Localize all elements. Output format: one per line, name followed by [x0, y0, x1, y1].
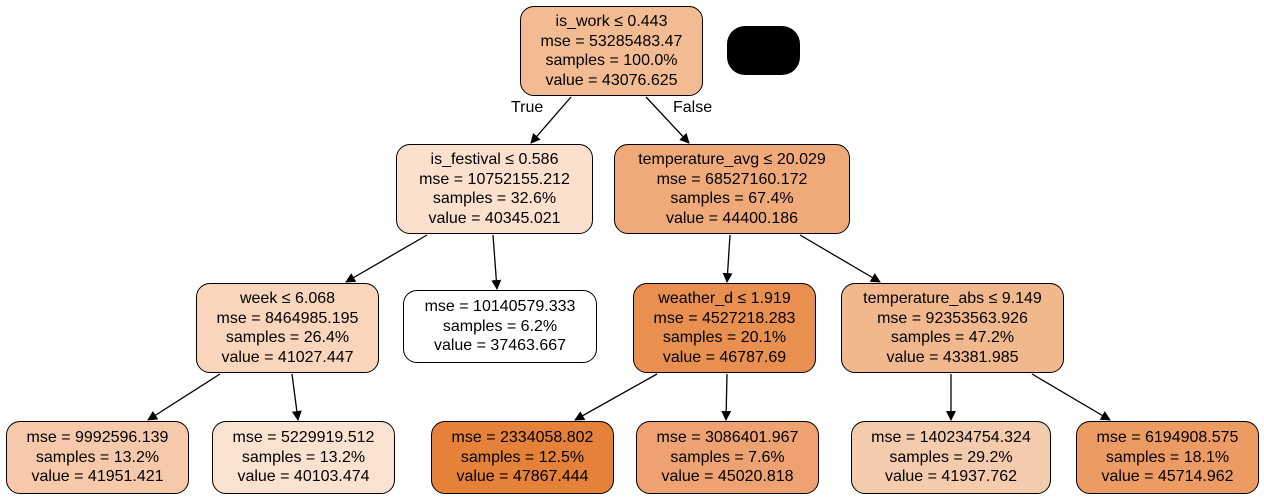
node-line: mse = 2334058.802: [451, 429, 594, 447]
edge-n3-n8: [291, 373, 302, 421]
node-line: is_festival ≤ 0.586: [430, 151, 559, 168]
edge-label-true: True: [511, 99, 544, 116]
node-line: samples = 7.6%: [670, 448, 785, 466]
tree-node-n11: mse = 140234754.324 samples = 29.2% value …: [851, 421, 1051, 494]
node-line: value = 37463.667: [433, 337, 567, 355]
tree-node-n9: mse = 2334058.802 samples = 12.5% value = …: [431, 421, 614, 494]
node-line: samples = 100.0%: [545, 52, 678, 69]
tree-node-n6: temperature_abs ≤ 9.149 mse = 92353563.92…: [841, 283, 1064, 373]
tree-node-n10: mse = 3086401.967 samples = 7.6% value = 4…: [636, 421, 819, 494]
node-line: value = 40345.021: [428, 209, 561, 227]
tree-node-n8: mse = 5229919.512 samples = 13.2% value = …: [212, 421, 395, 494]
node-line: samples = 67.4%: [670, 190, 794, 207]
node-line: value = 47867.444: [456, 468, 589, 486]
node-line: samples = 12.5%: [460, 448, 585, 466]
tree-node-n2: temperature_avg ≤ 20.029 mse = 68527160.1…: [614, 144, 850, 234]
node-line: mse = 68527160.172: [656, 170, 808, 188]
edge-label-false: False: [673, 99, 713, 116]
node-line: temperature_abs ≤ 9.149: [863, 290, 1042, 307]
edge-n1-n4: [491, 234, 502, 290]
node-line: value = 46787.69: [662, 348, 787, 366]
node-line: value = 41027.447: [221, 348, 354, 366]
tree-node-n0: is_work ≤ 0.443 mse = 53285483.47 samples …: [520, 6, 703, 96]
tree-node-n4: mse = 10140579.333 samples = 6.2% value = …: [403, 290, 597, 363]
node-line: samples = 32.6%: [432, 190, 557, 207]
edge-n6-n12: [1031, 373, 1111, 421]
node-line: samples = 18.1%: [1105, 448, 1230, 466]
node-line: value = 41951.421: [31, 468, 164, 486]
tree-node-n12: mse = 6194908.575 samples = 18.1% value = …: [1076, 421, 1259, 494]
edge-n1-n3: [345, 234, 428, 283]
node-line: mse = 8464985.195: [216, 309, 359, 327]
redacted-badge: [727, 26, 800, 75]
tree-node-n7: mse = 9992596.139 samples = 13.2% value = …: [6, 421, 189, 494]
tree-node-n1: is_festival ≤ 0.586 mse = 10752155.212 sam…: [396, 144, 593, 234]
node-line: weather_d ≤ 1.919: [658, 290, 791, 307]
node-line: week ≤ 6.068: [239, 290, 336, 307]
node-line: samples = 13.2%: [35, 448, 160, 466]
tree-node-n3: week ≤ 6.068 mse = 8464985.195 samples = 2…: [196, 283, 379, 373]
node-line: value = 45020.818: [661, 468, 794, 486]
node-line: value = 43076.625: [545, 71, 678, 89]
node-line: value = 45714.962: [1101, 468, 1234, 486]
node-line: mse = 140234754.324: [871, 429, 1031, 447]
edge-n3-n7: [147, 373, 221, 421]
node-line: value = 43381.985: [886, 348, 1019, 366]
node-line: mse = 53285483.47: [540, 32, 683, 50]
edge-n5-n9: [574, 373, 658, 421]
node-line: value = 41937.762: [884, 468, 1018, 486]
node-line: mse = 4527218.283: [653, 309, 796, 327]
node-line: is_work ≤ 0.443: [555, 13, 668, 30]
node-line: value = 40103.474: [237, 468, 370, 486]
node-line: samples = 13.2%: [241, 448, 366, 466]
edge-n5-n10: [721, 373, 732, 421]
node-line: mse = 6194908.575: [1096, 429, 1239, 447]
edge-n0-n1: [530, 96, 572, 144]
edge-n2-n5: [722, 234, 733, 283]
node-line: samples = 26.4%: [225, 329, 350, 346]
node-line: samples = 29.2%: [889, 448, 1013, 466]
edge-n0-n2: [645, 96, 690, 144]
node-line: mse = 5229919.512: [232, 429, 375, 447]
node-line: mse = 10752155.212: [419, 170, 570, 188]
edge-n2-n6: [799, 234, 881, 283]
node-line: samples = 20.1%: [662, 329, 787, 346]
node-line: mse = 92353563.926: [877, 309, 1028, 327]
node-line: mse = 3086401.967: [656, 429, 799, 447]
node-line: mse = 10140579.333: [424, 298, 576, 316]
node-line: mse = 9992596.139: [26, 429, 169, 447]
tree-node-n5: weather_d ≤ 1.919 mse = 4527218.283 sample…: [633, 283, 816, 373]
node-line: value = 44400.186: [665, 209, 799, 227]
node-line: temperature_avg ≤ 20.029: [638, 151, 826, 168]
node-line: samples = 47.2%: [890, 329, 1015, 346]
node-line: samples = 6.2%: [442, 317, 558, 335]
